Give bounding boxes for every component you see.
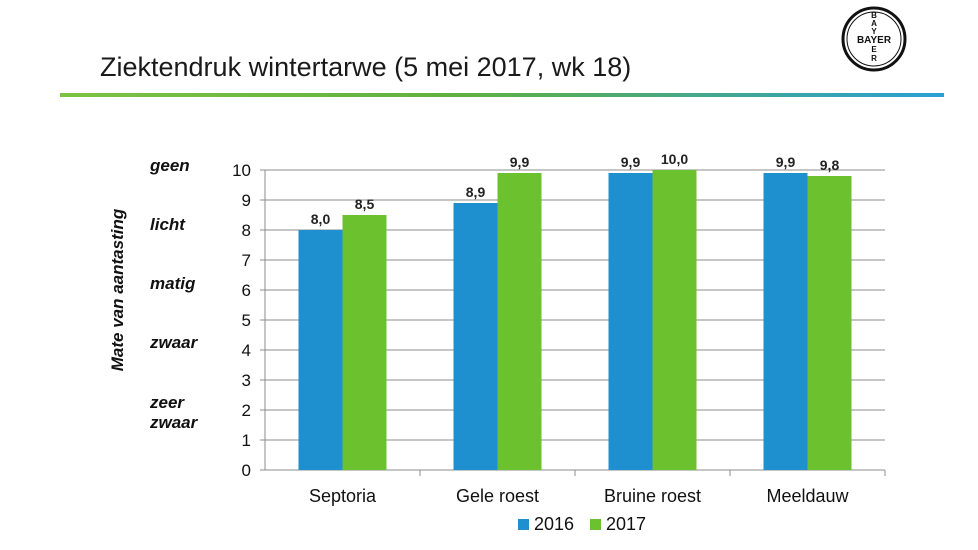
data-label: 9,9	[510, 154, 530, 170]
bar-2016	[453, 203, 498, 470]
bar-2016	[608, 173, 653, 470]
x-tick-label: Gele roest	[456, 486, 539, 506]
data-label: 8,0	[311, 211, 331, 227]
legend-swatch-2016	[518, 519, 529, 530]
svg-text:A: A	[871, 19, 877, 28]
bayer-logo: BAYER B A Y E R	[841, 6, 907, 72]
y-tick-label: 4	[242, 341, 251, 360]
severity-label-licht: licht	[150, 215, 185, 234]
svg-text:R: R	[871, 54, 877, 63]
severity-label-geen: geen	[150, 156, 190, 175]
severity-label-matig: matig	[150, 274, 196, 293]
bar-2017	[497, 173, 542, 470]
y-tick-label: 6	[242, 281, 251, 300]
svg-text:E: E	[871, 45, 877, 54]
severity-label-line: zeer	[150, 393, 185, 412]
y-tick-label: 5	[242, 311, 251, 330]
data-label: 9,9	[621, 154, 641, 170]
y-tick-label: 7	[242, 251, 251, 270]
data-label: 9,9	[776, 154, 796, 170]
title-divider	[60, 93, 944, 97]
y-tick-label: 9	[242, 191, 251, 210]
y-tick-label: 0	[242, 461, 251, 480]
data-label: 8,5	[355, 196, 375, 212]
bar-2017	[342, 215, 387, 470]
legend-label-2016: 2016	[534, 514, 574, 534]
data-label: 10,0	[661, 151, 688, 167]
svg-text:B: B	[871, 11, 877, 20]
page-title: Ziektendruk wintertarwe (5 mei 2017, wk …	[100, 52, 632, 82]
x-tick-label: Bruine roest	[604, 486, 701, 506]
legend-label-2017: 2017	[606, 514, 646, 534]
y-tick-label: 10	[232, 161, 251, 180]
x-tick-label: Septoria	[309, 486, 377, 506]
severity-label-zwaar: zwaar	[150, 333, 198, 352]
severity-label-line: zwaar	[150, 413, 198, 432]
y-tick-label: 1	[242, 431, 251, 450]
svg-text:BAYER: BAYER	[857, 35, 892, 46]
svg-text:Y: Y	[871, 27, 877, 36]
severity-label-zeer-zwaar: zeer zwaar	[150, 393, 197, 433]
data-label: 8,9	[466, 184, 486, 200]
bar-2016	[763, 173, 808, 470]
bar-2016	[298, 230, 343, 470]
data-label: 9,8	[820, 157, 840, 173]
y-tick-label: 2	[242, 401, 251, 420]
y-tick-label: 3	[242, 371, 251, 390]
legend-swatch-2017	[590, 519, 601, 530]
bar-2017	[807, 176, 852, 470]
bar-2017	[652, 170, 697, 470]
y-tick-label: 8	[242, 221, 251, 240]
x-tick-label: Meeldauw	[766, 486, 849, 506]
